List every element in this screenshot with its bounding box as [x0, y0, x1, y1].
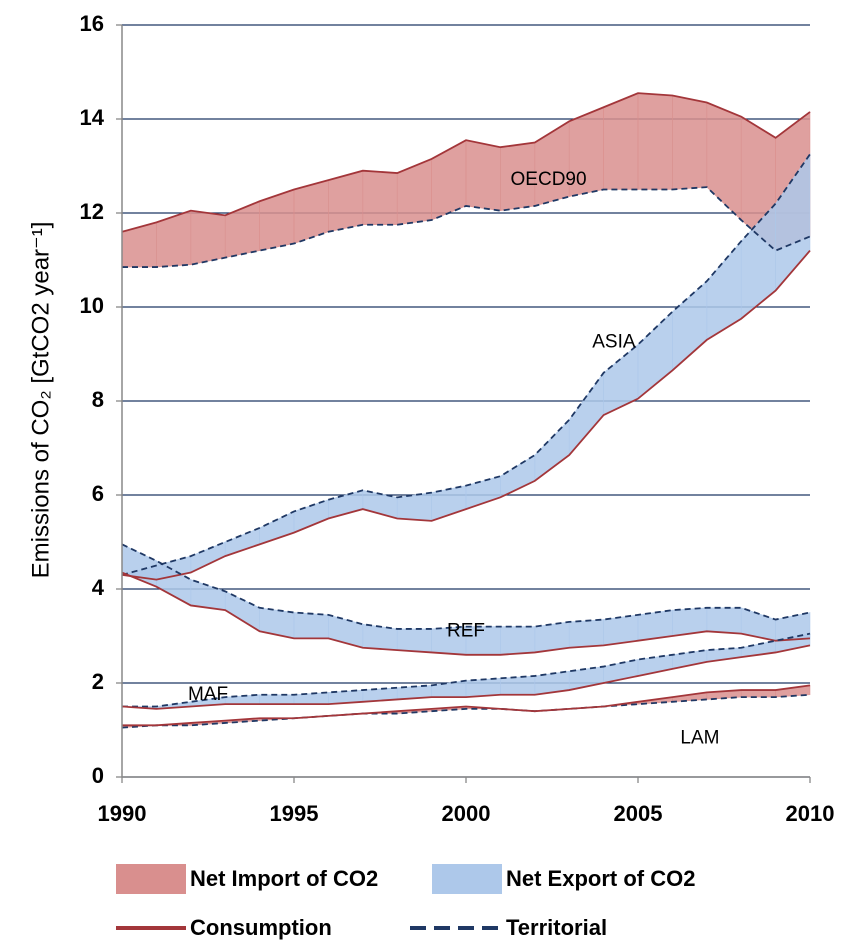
band-segment — [672, 280, 708, 372]
territorial-line — [122, 186, 811, 268]
band-segment — [293, 612, 329, 639]
territorial-line — [122, 632, 811, 708]
band-segment — [362, 170, 398, 226]
band-segment — [500, 626, 536, 656]
bands — [121, 92, 811, 728]
band-segment — [121, 222, 157, 268]
band-segment — [706, 102, 742, 221]
y-tick-label: 2 — [92, 669, 104, 694]
band-segment — [568, 619, 604, 649]
consumption-line — [122, 684, 811, 727]
band-segment — [396, 492, 432, 522]
region-label: MAF — [188, 684, 228, 705]
x-tick-label: 2000 — [442, 801, 491, 826]
legend-label: Consumption — [190, 915, 332, 940]
legend-label: Territorial — [506, 915, 607, 940]
y-tick-label: 12 — [80, 199, 104, 224]
band-segment — [706, 240, 742, 341]
legend-label: Net Import of CO2 — [190, 866, 378, 891]
territorial-line — [121, 543, 811, 630]
region-label: REF — [447, 620, 485, 641]
y-tick-label: 8 — [92, 387, 104, 412]
y-tick-label: 10 — [80, 293, 104, 318]
band-segment — [259, 694, 295, 705]
band-segment — [672, 95, 708, 190]
y-tick-label: 14 — [80, 105, 105, 130]
x-tick-label: 2005 — [614, 801, 663, 826]
y-tick-label: 6 — [92, 481, 104, 506]
band-segment — [603, 92, 639, 190]
consumption-line — [121, 644, 811, 710]
territorial-line — [121, 153, 811, 576]
band-segment — [362, 623, 398, 651]
band-segment — [190, 210, 226, 266]
band-segment — [224, 590, 260, 632]
y-tick-label: 4 — [92, 575, 105, 600]
band-segment — [431, 139, 467, 221]
band-segment — [224, 200, 260, 259]
x-tick-label: 1990 — [98, 801, 147, 826]
band-segment — [293, 692, 329, 705]
band-segment — [328, 170, 364, 233]
consumption-line — [121, 571, 811, 656]
band-segment — [465, 139, 501, 211]
band-segment — [190, 541, 226, 574]
band-segment — [603, 343, 639, 416]
x-tick-label: 1995 — [270, 801, 319, 826]
y-tick-label: 0 — [92, 763, 104, 788]
x-tick-label: 2010 — [786, 801, 835, 826]
region-label: ASIA — [592, 331, 636, 352]
consumption-line — [121, 250, 811, 581]
legend-swatch — [116, 864, 186, 894]
band-segment — [534, 120, 570, 207]
band-segment — [706, 607, 742, 634]
band-segment — [740, 689, 776, 698]
band-segment — [637, 92, 673, 190]
band-segment — [500, 454, 536, 498]
consumption-line — [121, 92, 811, 233]
band-segment — [396, 628, 432, 653]
band-segment — [224, 527, 260, 557]
territorial-line — [121, 693, 811, 729]
region-label: LAM — [680, 727, 719, 748]
y-axis-label: Emissions of CO₂ [GtCO2 year⁻¹] — [27, 222, 54, 579]
region-label: OECD90 — [511, 169, 587, 190]
y-tick-label: 16 — [80, 11, 104, 36]
legend-label: Net Export of CO2 — [506, 866, 695, 891]
legend-swatch — [432, 864, 502, 894]
band-segment — [396, 158, 432, 226]
band-segment — [156, 210, 192, 268]
